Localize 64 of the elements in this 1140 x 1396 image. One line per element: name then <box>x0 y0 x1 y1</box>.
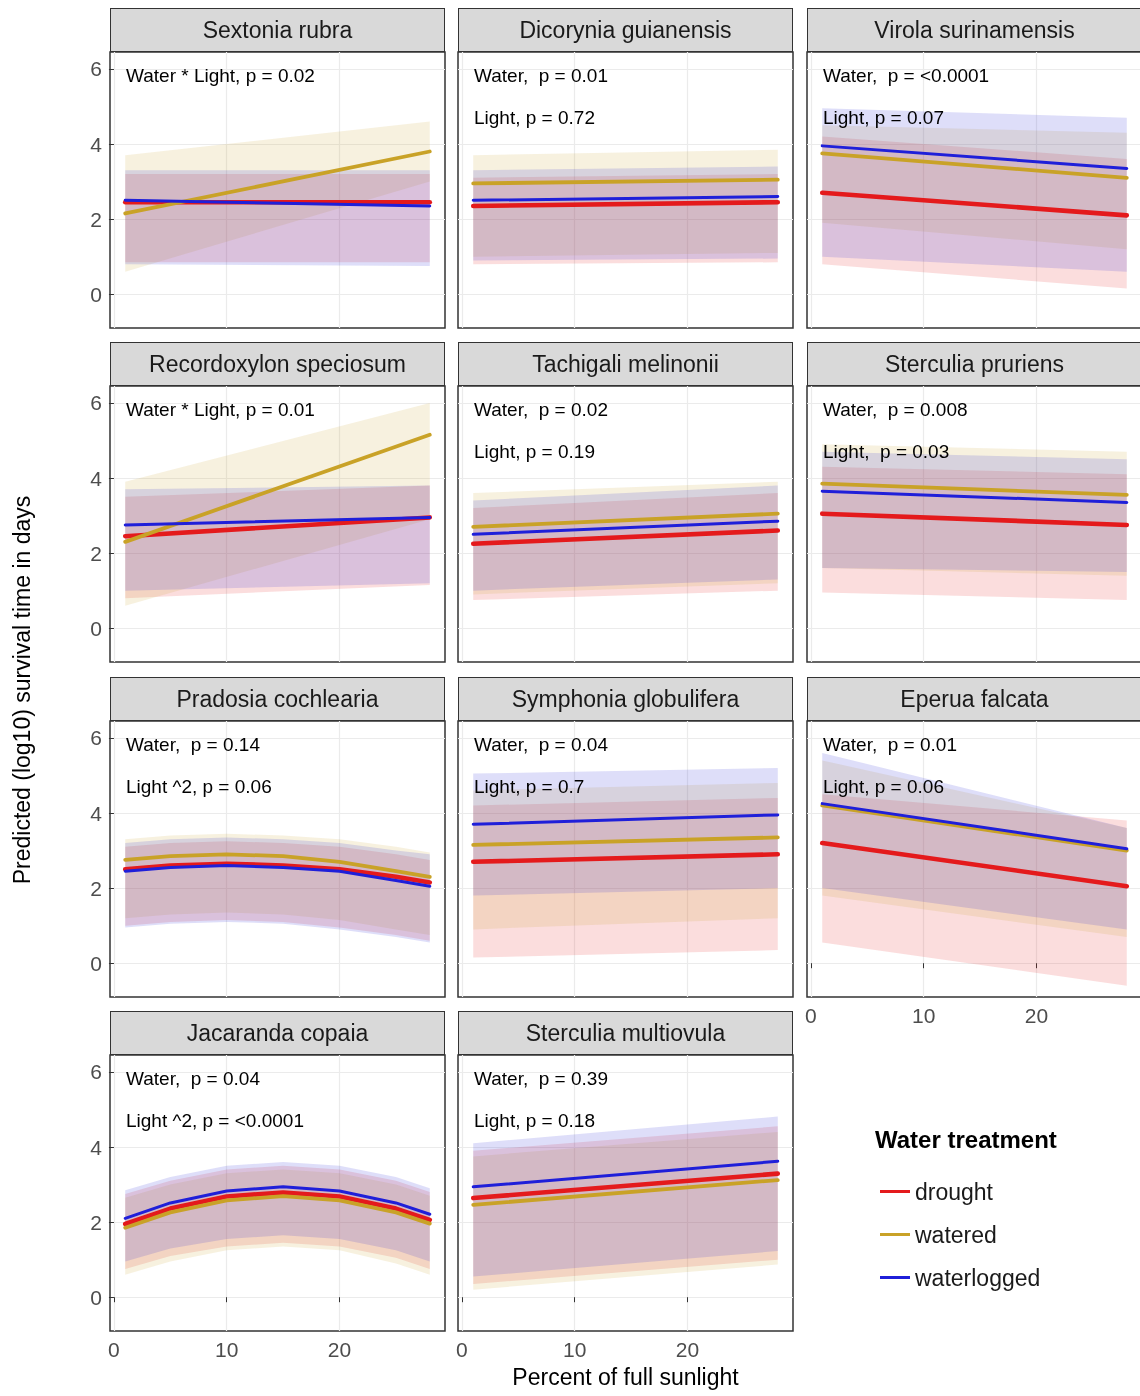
y-tick-label: 0 <box>90 951 102 975</box>
x-tick-label: 10 <box>215 1338 239 1361</box>
annotation: Water, p = 0.04 <box>126 1068 261 1089</box>
legend-title: Water treatment <box>875 1125 1057 1153</box>
y-tick-label: 2 <box>90 876 102 900</box>
chart-title: Dicorynia guianensis <box>458 8 793 52</box>
annotation: Water, p = 0.02 <box>474 399 608 420</box>
y-tick-label: 4 <box>90 801 103 825</box>
y-tick-label: 6 <box>90 391 102 415</box>
y-tick-label: 4 <box>90 1135 103 1159</box>
annotation: Water, p = 0.008 <box>823 399 968 420</box>
y-tick-label: 4 <box>90 132 103 156</box>
annotation: Water, p = 0.01 <box>474 65 608 86</box>
chart-title: Jacaranda copaia <box>110 1011 445 1055</box>
x-tick-label: 20 <box>327 1338 352 1361</box>
annotation: Water, p = <0.0001 <box>823 65 990 86</box>
annotation: Water, p = 0.01 <box>823 734 957 755</box>
annotation: Light, p = 0.07 <box>823 107 944 128</box>
annotation: Light ^2, p = <0.0001 <box>126 1110 304 1131</box>
y-tick-label: 2 <box>90 207 102 231</box>
x-tick-label: 20 <box>1024 1004 1049 1027</box>
legend-label: drought <box>915 1178 994 1205</box>
x-tick-label: 10 <box>563 1338 587 1361</box>
legend-label: watered <box>914 1221 997 1248</box>
chart-title: Pradosia cochlearia <box>110 677 445 721</box>
annotation: Light, p = 0.18 <box>474 1110 595 1131</box>
chart-title: Symphonia globulifera <box>458 677 793 721</box>
annotation: Water, p = 0.04 <box>474 734 609 755</box>
annotation: Water * Light, p = 0.02 <box>126 65 315 86</box>
line-series <box>123 852 432 879</box>
chart-title: Sextonia rubra <box>110 8 445 52</box>
annotation: Light ^2, p = 0.06 <box>126 776 272 797</box>
y-tick-label: 2 <box>90 1210 102 1234</box>
y-tick-label: 4 <box>90 466 103 490</box>
x-tick-label: 0 <box>456 1338 468 1361</box>
y-tick-label: 2 <box>90 541 102 565</box>
x-axis-title: Percent of full sunlight <box>512 1363 740 1390</box>
chart-title: Virola surinamensis <box>807 8 1140 52</box>
y-tick-label: 6 <box>90 57 102 81</box>
line-series <box>123 1185 432 1220</box>
y-tick-label: 6 <box>90 726 102 750</box>
chart-title: Tachigali melinonii <box>458 342 793 386</box>
y-tick-label: 0 <box>90 282 102 306</box>
annotation: Light, p = 0.72 <box>474 107 595 128</box>
annotation: Light, p = 0.19 <box>474 441 595 462</box>
annotation: Light, p = 0.7 <box>474 776 585 797</box>
y-tick-label: 0 <box>90 1285 102 1309</box>
annotation: Water * Light, p = 0.01 <box>126 399 315 420</box>
y-tick-label: 0 <box>90 616 102 640</box>
x-tick-label: 0 <box>805 1004 817 1027</box>
annotation: Light, p = 0.03 <box>823 441 950 462</box>
chart-title: Recordoxylon speciosum <box>110 342 445 386</box>
annotation: Water, p = 0.14 <box>126 734 261 755</box>
y-tick-label: 6 <box>90 1060 102 1084</box>
annotation: Light, p = 0.06 <box>823 776 944 797</box>
chart-title: Sterculia multiovula <box>458 1011 793 1055</box>
y-axis-title: Predicted (log10) survival time in days <box>8 495 36 885</box>
legend-label: waterlogged <box>914 1264 1041 1291</box>
annotation: Water, p = 0.39 <box>474 1068 608 1089</box>
chart-title: Eperua falcata <box>807 677 1140 721</box>
x-tick-label: 10 <box>912 1004 936 1027</box>
x-tick-label: 0 <box>108 1338 120 1361</box>
x-tick-label: 20 <box>675 1338 700 1361</box>
chart-title: Sterculia pruriens <box>807 342 1140 386</box>
